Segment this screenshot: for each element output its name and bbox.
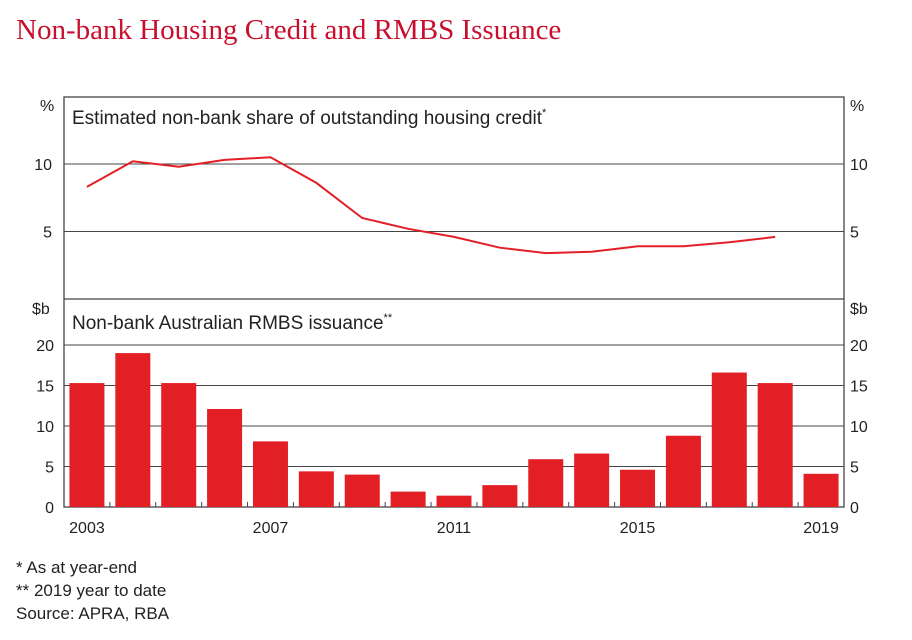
bottom-ytick-right-20: 20 [850,338,868,355]
bar-2008 [298,471,334,507]
bar-2007 [252,441,288,507]
top-ytick-right-5: 5 [850,225,859,242]
bar-2015 [620,469,656,507]
bottom-unit-left: $b [32,301,50,318]
bar-2012 [482,485,518,507]
bottom-ytick-right-0: 0 [850,500,859,517]
x-tick-label-2007: 2007 [253,520,289,537]
bar-2006 [207,408,243,507]
top-ytick-left-5: 5 [43,225,52,242]
chart-title: Non-bank Housing Credit and RMBS Issuanc… [16,14,562,46]
series-line-nonbank-share [86,156,776,255]
bottom-ytick-right-10: 10 [850,419,868,436]
top-ytick-right-10: 10 [850,157,868,174]
bar-2011 [436,495,472,507]
bar-2018 [757,383,793,507]
bottom-unit-right: $b [850,301,868,318]
bottom-panel-title: Non-bank Australian RMBS issuance** [72,312,393,334]
top-panel-title: Estimated non-bank share of outstanding … [72,107,547,129]
bar-2010 [390,491,426,507]
bottom-ytick-left-0: 0 [45,500,54,517]
bottom-ytick-left-10: 10 [36,419,54,436]
bar-2014 [574,453,610,507]
footnote-year-end: * As at year-end [16,558,137,577]
x-tick-label-2011: 2011 [437,520,472,537]
bar-2017 [711,372,747,507]
bar-2004 [115,353,151,507]
x-tick-label-2003: 2003 [69,520,105,537]
bottom-ytick-right-5: 5 [850,460,859,477]
bar-2009 [344,474,380,507]
bar-2019 [803,473,839,507]
bottom-ytick-left-15: 15 [36,379,54,396]
top-unit-right: % [850,98,864,115]
top-panel-title-marker: * [542,107,547,119]
bottom-ytick-right-15: 15 [850,379,868,396]
bar-2016 [665,435,701,507]
top-ytick-left-10: 10 [34,157,52,174]
bar-2013 [528,459,564,507]
footnote-year-to-date: ** 2019 year to date [16,581,167,600]
bottom-panel-title-marker: ** [384,312,393,324]
footnote-source: Source: APRA, RBA [16,604,170,623]
x-tick-label-2019: 2019 [803,520,839,537]
bottom-ytick-left-5: 5 [45,460,54,477]
footnotes: * As at year-end ** 2019 year to date So… [16,556,169,625]
bar-2003 [69,383,105,507]
top-unit-left: % [40,98,54,115]
x-tick-label-2015: 2015 [620,520,656,537]
bottom-ytick-left-20: 20 [36,338,54,355]
bar-2005 [161,383,197,507]
